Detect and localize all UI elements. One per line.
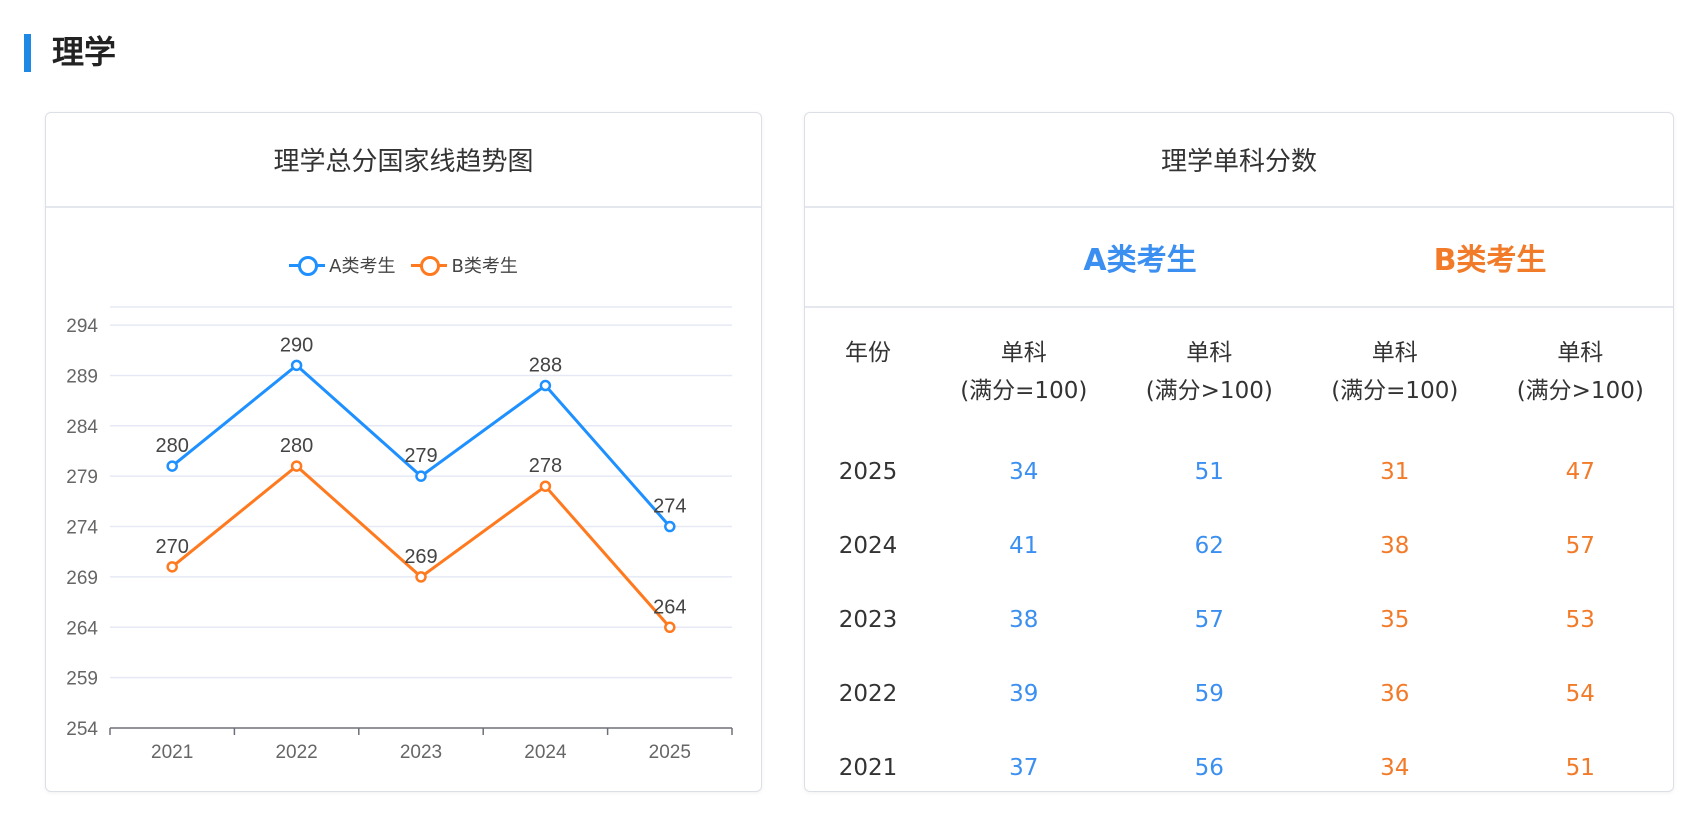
cell-a-over100: 56 [1194,755,1224,781]
data-point [166,561,178,573]
data-label: 280 [280,435,313,457]
cell-a-over100: 57 [1194,607,1224,633]
legend-label-b: B类考生 [451,256,518,277]
legend-label-a: A类考生 [329,256,396,277]
group-a-label: A类考生 [1083,243,1197,278]
cell-b-full100: 35 [1380,607,1410,633]
cell-a-over100: 51 [1194,459,1224,485]
cell-a-full100: 39 [1009,681,1039,707]
table-header-row: 年份 单科 (满分=100) 单科 (满分>100) 单科 (满分=100) 单科 (满… [805,308,1673,435]
cell-year: 2024 [838,533,898,559]
trend-chart-card: 理学总分国家线趋势图 A类考生 B类考生 254 259 264 269 274 279 2… [45,112,762,792]
x-tick-label: 2021 [151,742,193,763]
chart-legend: A类考生 B类考生 [46,252,761,278]
data-label: 264 [653,596,686,618]
cell-year: 2021 [838,755,898,781]
header-b-full100: 单科 (满分=100) [1331,340,1459,404]
data-point [539,379,552,392]
data-label: 278 [529,455,562,477]
cell-year: 2025 [838,459,898,485]
scores-table: 年份 单科 (满分=100) 单科 (满分>100) 单科 (满分=100) 单科 (满… [805,308,1673,805]
data-label: 270 [156,536,189,558]
header-b-over100: 单科 (满分>100) [1516,340,1644,404]
table-card-title: 理学单科分数 [805,113,1673,208]
cell-a-full100: 34 [1009,459,1039,485]
cell-b-full100: 31 [1380,459,1410,485]
x-tick-label: 2022 [275,742,317,763]
line-chart-plot: 254 259 264 269 274 279 284 289 294 2021 2022 2023 2… [66,306,733,763]
data-point [290,460,303,472]
cell-b-over100: 47 [1565,459,1595,485]
cell-a-over100: 59 [1194,681,1224,707]
table-row: 2024 41 62 38 57 [805,509,1673,583]
y-tick-label: 264 [66,618,98,639]
cell-a-full100: 37 [1009,755,1039,781]
cell-b-full100: 34 [1380,755,1410,781]
section-title: 理学 [52,33,117,71]
cell-b-over100: 57 [1565,533,1595,559]
data-point [166,460,178,472]
x-tick-label: 2023 [400,742,442,763]
cell-year: 2022 [838,681,898,707]
cell-year: 2023 [838,607,898,633]
y-tick-label: 254 [66,719,98,740]
legend-swatch-a-icon [289,254,326,276]
data-point [290,359,303,372]
cell-b-full100: 38 [1380,533,1410,559]
table-row: 2021 37 56 34 51 [805,731,1673,805]
cell-b-over100: 51 [1565,755,1595,781]
x-tick-label: 2025 [649,742,691,763]
data-point [539,480,552,492]
legend-item-a[interactable]: A类考生 [289,252,395,278]
data-label: 290 [280,334,313,356]
table-row: 2025 34 51 31 47 [805,435,1673,509]
y-tick-label: 294 [66,316,98,337]
header-a-full100: 单科 (满分=100) [960,340,1088,404]
y-tick-label: 274 [66,518,98,539]
section-accent-bar [24,34,31,72]
data-point [415,470,427,482]
data-label: 274 [653,496,686,518]
y-tick-label: 289 [66,366,98,387]
cell-b-full100: 36 [1380,681,1410,707]
cell-b-over100: 53 [1565,607,1595,633]
data-point [664,621,676,634]
data-label: 269 [404,546,437,568]
chart-card-title: 理学总分国家线趋势图 [46,113,761,208]
legend-item-b[interactable]: B类考生 [411,252,518,278]
y-tick-label: 269 [66,568,98,589]
chart-area: A类考生 B类考生 254 259 264 269 274 279 284 289 294 202… [46,208,761,793]
cell-a-full100: 41 [1009,533,1039,559]
cell-b-over100: 54 [1565,681,1595,707]
data-point [415,571,427,583]
y-tick-label: 279 [66,467,98,488]
legend-swatch-b-icon [411,254,448,276]
data-label: 280 [156,435,189,457]
y-tick-label: 259 [66,669,98,690]
group-header-row: A类考生 B类考生 [805,208,1673,308]
data-label: 288 [529,355,562,377]
data-point [664,520,676,533]
single-subject-card: 理学单科分数 A类考生 B类考生 年份 单科 (满分=100) 单科 (满分>100… [804,112,1674,792]
header-year: 年份 [845,340,891,366]
data-label: 279 [404,445,437,467]
x-tick-label: 2024 [524,742,567,763]
y-tick-label: 284 [66,417,98,438]
group-b-label: B类考生 [1433,243,1547,278]
cell-a-full100: 38 [1009,607,1039,633]
cell-a-over100: 62 [1194,533,1224,559]
table-row: 2022 39 59 36 54 [805,657,1673,731]
header-a-over100: 单科 (满分>100) [1145,340,1273,404]
table-row: 2023 38 57 35 53 [805,583,1673,657]
